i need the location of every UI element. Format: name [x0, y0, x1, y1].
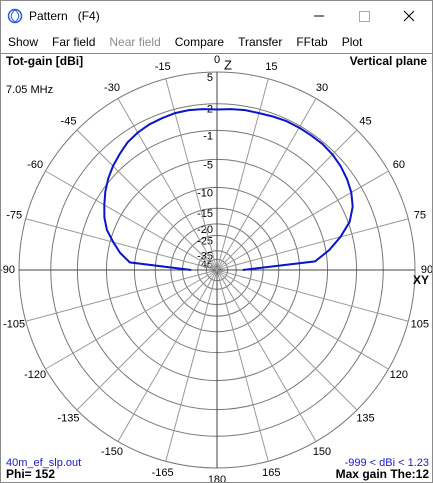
- angle-tick-label: -105: [3, 318, 25, 330]
- r-tick-label: -10: [197, 187, 213, 199]
- grid-spoke: [165, 269, 218, 462]
- grid-spoke: [216, 218, 409, 271]
- angle-tick-label: 120: [390, 369, 408, 381]
- angle-tick-label: 90: [421, 264, 432, 276]
- angle-tick-label: 75: [414, 210, 426, 222]
- grid-spoke: [216, 269, 389, 370]
- grid-spoke: [25, 269, 218, 322]
- app-icon: [7, 8, 23, 24]
- title-bar: Pattern (F4): [1, 1, 432, 31]
- angle-tick-label: -45: [61, 115, 77, 127]
- angle-tick-label: 45: [359, 115, 371, 127]
- max-gain-note: Max gain The:12: [336, 467, 430, 481]
- grid-spoke: [216, 98, 317, 271]
- angle-tick-label: 0: [214, 54, 220, 66]
- angle-tick-label: -30: [104, 82, 120, 94]
- grid-spoke: [76, 129, 218, 271]
- angle-tick-label: 60: [393, 159, 405, 171]
- grid-spoke: [216, 269, 358, 411]
- maximize-button[interactable]: [342, 1, 387, 31]
- frequency-label: 7.05 MHz: [6, 84, 53, 96]
- angle-tick-label: -75: [6, 210, 22, 222]
- angle-tick-label: -120: [24, 369, 46, 381]
- grid-spoke: [25, 218, 218, 271]
- grid-spoke: [76, 269, 218, 411]
- angle-tick-label: 165: [262, 467, 280, 479]
- close-button[interactable]: [387, 1, 432, 31]
- r-tick-label: -5: [203, 159, 213, 171]
- r-tick-label: 5: [207, 72, 213, 84]
- grid-spoke: [117, 269, 218, 442]
- angle-tick-label: 15: [265, 61, 277, 73]
- file-label: 40m_ef_slp.out: [6, 457, 81, 469]
- angle-tick-label: 135: [356, 412, 374, 424]
- angle-tick-label: 30: [316, 82, 328, 94]
- menu-item: Near field: [109, 35, 161, 49]
- angle-tick-label: -90: [1, 264, 15, 276]
- grid-spoke: [45, 170, 218, 271]
- menu-item[interactable]: Plot: [341, 35, 363, 49]
- angle-tick-label: 180: [208, 474, 226, 483]
- chart-title: Tot-gain [dBi]: [6, 54, 83, 68]
- zenith-label: Z: [224, 57, 232, 72]
- range-note: -999 < dBi < 1.23: [345, 457, 429, 469]
- menu-item[interactable]: Compare: [174, 35, 225, 49]
- grid-spoke: [216, 129, 358, 271]
- angle-tick-label: -165: [152, 467, 174, 479]
- r-tick-label: -20: [197, 224, 213, 236]
- plot-area: 52-1-5-10-15-20-25-35-450153045607590105…: [1, 53, 432, 483]
- chart-subtitle: Vertical plane: [350, 54, 428, 68]
- angle-tick-label: 105: [411, 318, 429, 330]
- menu-item[interactable]: Transfer: [238, 35, 283, 49]
- angle-tick-label: -60: [27, 159, 43, 171]
- grid-spoke: [165, 78, 218, 271]
- angle-tick-label: -135: [57, 412, 79, 424]
- grid-spoke: [216, 78, 269, 271]
- pattern-line: [103, 108, 354, 271]
- menu-item[interactable]: Show: [8, 35, 39, 49]
- grid-spoke: [216, 170, 389, 271]
- angle-tick-label: -15: [155, 61, 171, 73]
- grid-spoke: [216, 269, 317, 442]
- grid-spoke: [216, 269, 269, 462]
- grid-spoke: [117, 98, 218, 271]
- horizon-label: XY: [413, 273, 429, 287]
- grid-spoke: [45, 269, 218, 370]
- r-tick-label: -1: [203, 130, 213, 142]
- angle-tick-label: 150: [313, 446, 331, 458]
- grid-spoke: [216, 269, 409, 322]
- menu-item[interactable]: FFtab: [296, 35, 328, 49]
- menu-item[interactable]: Far field: [52, 35, 96, 49]
- minimize-button[interactable]: [297, 1, 342, 31]
- menu-bar: Show Far field Near field Compare Transfer FF…: [1, 31, 432, 53]
- r-tick-label: -15: [197, 208, 213, 220]
- phi-label: Phi= 152: [6, 467, 55, 481]
- angle-tick-label: -150: [101, 446, 123, 458]
- window-title: Pattern (F4): [29, 9, 100, 23]
